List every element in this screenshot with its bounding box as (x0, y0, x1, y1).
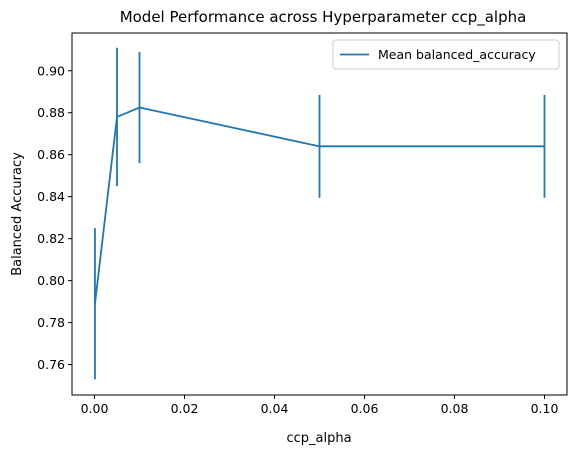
x-tick-label: 0.10 (531, 401, 559, 416)
axes-frame (71, 32, 568, 396)
legend-box (332, 39, 560, 70)
y-axis-ticks: 0.76 0.78 0.80 0.82 0.84 0.86 0.88 0.90 (37, 63, 72, 372)
x-tick-label: 0.02 (171, 401, 199, 416)
y-tick-label: 0.88 (37, 105, 65, 120)
y-tick-label: 0.78 (37, 315, 65, 330)
x-axis-ticks: 0.00 0.02 0.04 0.06 0.08 0.10 (81, 395, 559, 416)
x-tick-label: 0.06 (351, 401, 379, 416)
y-tick-label: 0.90 (37, 63, 65, 78)
y-tick-label: 0.76 (37, 357, 65, 372)
y-tick-label: 0.82 (37, 231, 65, 246)
x-tick-label: 0.08 (441, 401, 469, 416)
y-tick-label: 0.80 (37, 273, 65, 288)
chart-title: Model Performance across Hyperparameter … (120, 8, 527, 27)
y-tick-label: 0.86 (37, 147, 65, 162)
legend: Mean balanced_accuracy (332, 39, 560, 70)
legend-entry-label: Mean balanced_accuracy (378, 47, 536, 62)
x-tick-label: 0.04 (261, 401, 289, 416)
x-tick-label: 0.00 (81, 401, 109, 416)
y-tick-label: 0.84 (37, 189, 65, 204)
series-layer (94, 47, 546, 380)
y-axis-label: Balanced Accuracy (10, 152, 25, 276)
x-axis-label: ccp_alpha (286, 431, 351, 446)
